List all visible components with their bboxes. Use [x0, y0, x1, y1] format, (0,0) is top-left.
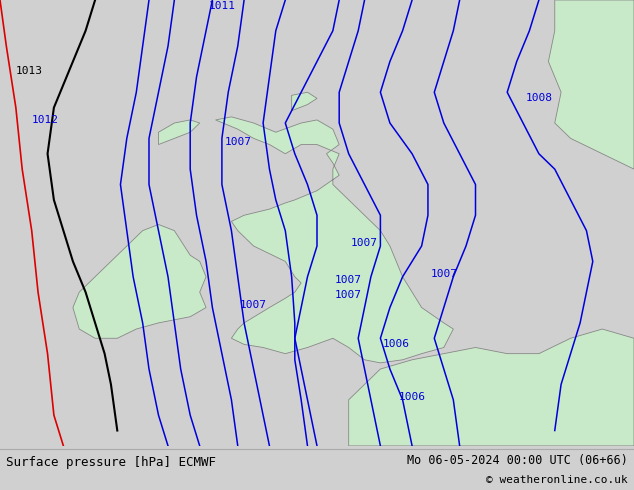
Text: Mo 06-05-2024 00:00 UTC (06+66): Mo 06-05-2024 00:00 UTC (06+66) [407, 454, 628, 466]
Polygon shape [158, 120, 200, 145]
Text: 1011: 1011 [209, 1, 235, 11]
Polygon shape [292, 92, 317, 111]
Text: 1007: 1007 [224, 137, 251, 147]
Text: 1007: 1007 [240, 299, 267, 310]
Polygon shape [548, 0, 634, 169]
Polygon shape [216, 117, 453, 363]
Text: 1007: 1007 [335, 290, 362, 300]
Text: 1006: 1006 [383, 340, 410, 349]
Text: 1007: 1007 [351, 238, 378, 248]
Text: 1013: 1013 [16, 66, 43, 76]
Text: 1012: 1012 [32, 115, 59, 125]
Text: 1007: 1007 [430, 269, 457, 279]
Polygon shape [73, 224, 206, 338]
Text: 1008: 1008 [526, 94, 552, 103]
Polygon shape [349, 329, 634, 446]
Text: 1006: 1006 [399, 392, 425, 402]
Text: Surface pressure [hPa] ECMWF: Surface pressure [hPa] ECMWF [6, 456, 216, 469]
Text: © weatheronline.co.uk: © weatheronline.co.uk [486, 475, 628, 485]
Text: 1007: 1007 [335, 275, 362, 285]
